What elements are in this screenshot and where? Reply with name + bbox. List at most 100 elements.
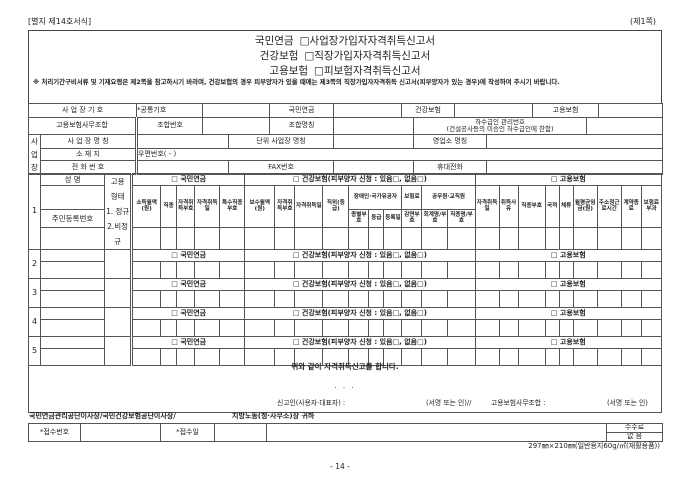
- data-field[interactable]: [368, 348, 385, 366]
- name-field[interactable]: [40, 336, 106, 349]
- employment-type-field[interactable]: [104, 307, 134, 337]
- data-field[interactable]: [244, 348, 276, 366]
- name-field[interactable]: [40, 307, 106, 320]
- data-field[interactable]: [544, 290, 560, 308]
- data-field[interactable]: [572, 261, 598, 279]
- data-field[interactable]: [474, 348, 500, 366]
- ei-code-field[interactable]: [598, 103, 664, 118]
- data-field[interactable]: [176, 261, 196, 279]
- union-signature[interactable]: (서명 또는 인): [607, 399, 648, 407]
- data-field[interactable]: [348, 261, 370, 279]
- data-field[interactable]: [544, 319, 560, 337]
- data-field[interactable]: [131, 227, 162, 250]
- data-field[interactable]: [383, 348, 403, 366]
- data-field[interactable]: [294, 290, 324, 308]
- data-field[interactable]: [368, 290, 385, 308]
- data-field[interactable]: [322, 290, 350, 308]
- data-field[interactable]: [421, 261, 449, 279]
- data-field[interactable]: [160, 290, 178, 308]
- data-field[interactable]: [421, 227, 449, 250]
- data-field[interactable]: [498, 227, 519, 250]
- data-field[interactable]: [517, 348, 546, 366]
- data-field[interactable]: [368, 227, 385, 250]
- data-field[interactable]: [176, 319, 196, 337]
- data-field[interactable]: [447, 261, 476, 279]
- business-name-field[interactable]: [135, 134, 230, 149]
- data-field[interactable]: [244, 227, 276, 250]
- data-field[interactable]: [401, 319, 423, 337]
- data-field[interactable]: [474, 290, 500, 308]
- data-field[interactable]: [274, 227, 296, 250]
- declaration-date[interactable]: . . .: [334, 382, 356, 390]
- employment-type-field[interactable]: [104, 278, 134, 308]
- data-field[interactable]: [447, 319, 476, 337]
- employment-type-field[interactable]: [104, 336, 134, 366]
- data-field[interactable]: [640, 261, 663, 279]
- receipt-number-field[interactable]: [80, 423, 161, 442]
- data-field[interactable]: [274, 319, 296, 337]
- data-field[interactable]: [620, 261, 642, 279]
- data-field[interactable]: [596, 290, 622, 308]
- data-field[interactable]: [244, 261, 276, 279]
- data-field[interactable]: [274, 261, 296, 279]
- rrn-field[interactable]: [40, 261, 106, 279]
- data-field[interactable]: [498, 290, 519, 308]
- subcontractor-field[interactable]: [586, 117, 664, 135]
- data-field[interactable]: [447, 227, 476, 250]
- data-field[interactable]: [498, 261, 519, 279]
- data-field[interactable]: [401, 261, 423, 279]
- np-code-field[interactable]: [333, 103, 403, 118]
- data-field[interactable]: [194, 261, 221, 279]
- data-field[interactable]: [558, 319, 574, 337]
- data-field[interactable]: [294, 319, 324, 337]
- data-field[interactable]: [596, 227, 622, 250]
- data-field[interactable]: [620, 227, 642, 250]
- rrn-field[interactable]: [40, 348, 106, 366]
- data-field[interactable]: [322, 319, 350, 337]
- data-field[interactable]: [572, 227, 598, 250]
- data-field[interactable]: [348, 290, 370, 308]
- data-field[interactable]: [194, 319, 221, 337]
- data-field[interactable]: [294, 227, 324, 250]
- data-field[interactable]: [447, 290, 476, 308]
- data-field[interactable]: [401, 290, 423, 308]
- unit-name-field[interactable]: [333, 134, 415, 149]
- data-field[interactable]: [640, 290, 663, 308]
- data-field[interactable]: [558, 227, 574, 250]
- data-field[interactable]: [160, 227, 178, 250]
- data-field[interactable]: [368, 261, 385, 279]
- data-field[interactable]: [620, 319, 642, 337]
- data-field[interactable]: [401, 227, 423, 250]
- data-field[interactable]: [572, 319, 598, 337]
- data-field[interactable]: [620, 290, 642, 308]
- data-field[interactable]: [474, 261, 500, 279]
- data-field[interactable]: [194, 290, 221, 308]
- data-field[interactable]: [596, 348, 622, 366]
- data-field[interactable]: [348, 319, 370, 337]
- data-field[interactable]: [176, 227, 196, 250]
- data-field[interactable]: [498, 319, 519, 337]
- hi-code-field[interactable]: [454, 103, 534, 118]
- data-field[interactable]: [219, 227, 246, 250]
- data-field[interactable]: [640, 348, 663, 366]
- data-field[interactable]: [131, 290, 162, 308]
- data-field[interactable]: [596, 319, 622, 337]
- data-field[interactable]: [322, 227, 350, 250]
- data-field[interactable]: [572, 290, 598, 308]
- data-field[interactable]: [572, 348, 598, 366]
- rrn-field[interactable]: [40, 319, 106, 337]
- data-field[interactable]: [160, 319, 178, 337]
- data-field[interactable]: [640, 319, 663, 337]
- address-field[interactable]: 우편번호( - ): [135, 147, 664, 162]
- data-field[interactable]: [517, 227, 546, 250]
- data-field[interactable]: [596, 261, 622, 279]
- union-number-field[interactable]: [202, 117, 271, 135]
- data-field[interactable]: [131, 319, 162, 337]
- data-field[interactable]: [447, 348, 476, 366]
- data-field[interactable]: [244, 290, 276, 308]
- data-field[interactable]: [517, 319, 546, 337]
- data-field[interactable]: [421, 290, 449, 308]
- reporter-signature[interactable]: (서명 또는 인)//: [426, 399, 472, 407]
- name-field[interactable]: [40, 249, 106, 262]
- data-field[interactable]: [640, 227, 663, 250]
